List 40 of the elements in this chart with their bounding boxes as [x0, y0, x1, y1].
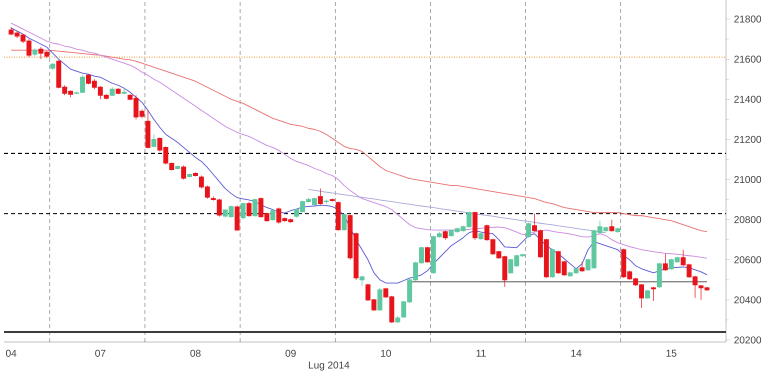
candlestick: [580, 261, 585, 272]
candlestick: [240, 202, 246, 220]
candlestick: [342, 213, 347, 232]
candlestick: [360, 275, 364, 286]
candlestick: [270, 209, 276, 221]
candlestick: [650, 286, 656, 302]
x-tick-label: 09: [286, 350, 296, 357]
candlestick: [318, 188, 323, 205]
candlestick: [252, 198, 258, 217]
x-tick-label: 07: [95, 350, 106, 357]
x-axis-title: Lug 2014: [308, 362, 350, 371]
candlestick: [656, 262, 662, 288]
y-tick-label: 20400: [734, 296, 762, 304]
candlestick: [181, 165, 186, 180]
y-tick-label: 21600: [734, 56, 762, 63]
x-tick-label: 14: [571, 350, 582, 357]
x-tick-label: 08: [190, 350, 201, 357]
x-tick-label: 11: [476, 350, 486, 357]
x-tick-label: 15: [666, 350, 676, 357]
candlestick: [645, 290, 650, 300]
x-tick-label: 10: [381, 350, 391, 357]
candlestick: [246, 201, 252, 217]
candlestick: [151, 134, 156, 148]
candlestick: [80, 74, 85, 94]
x-tick-label: 04: [6, 350, 16, 357]
y-tick-label: 21000: [734, 176, 762, 184]
y-tick-label: 20800: [734, 216, 762, 224]
candlestick: [234, 205, 240, 232]
y-tick-label: 20600: [734, 256, 762, 264]
y-tick-label: 20200: [734, 336, 762, 344]
candlestick: [609, 219, 614, 232]
line-series: [308, 189, 606, 234]
candlestick: [442, 230, 448, 240]
y-tick-label: 21200: [734, 136, 762, 143]
candlestick: [377, 287, 382, 312]
y-tick-label: 21800: [734, 16, 762, 23]
candlestick: [526, 222, 532, 238]
y-tick-label: 21400: [734, 96, 762, 103]
candlestick: [662, 253, 668, 272]
candlestick: [424, 246, 430, 264]
